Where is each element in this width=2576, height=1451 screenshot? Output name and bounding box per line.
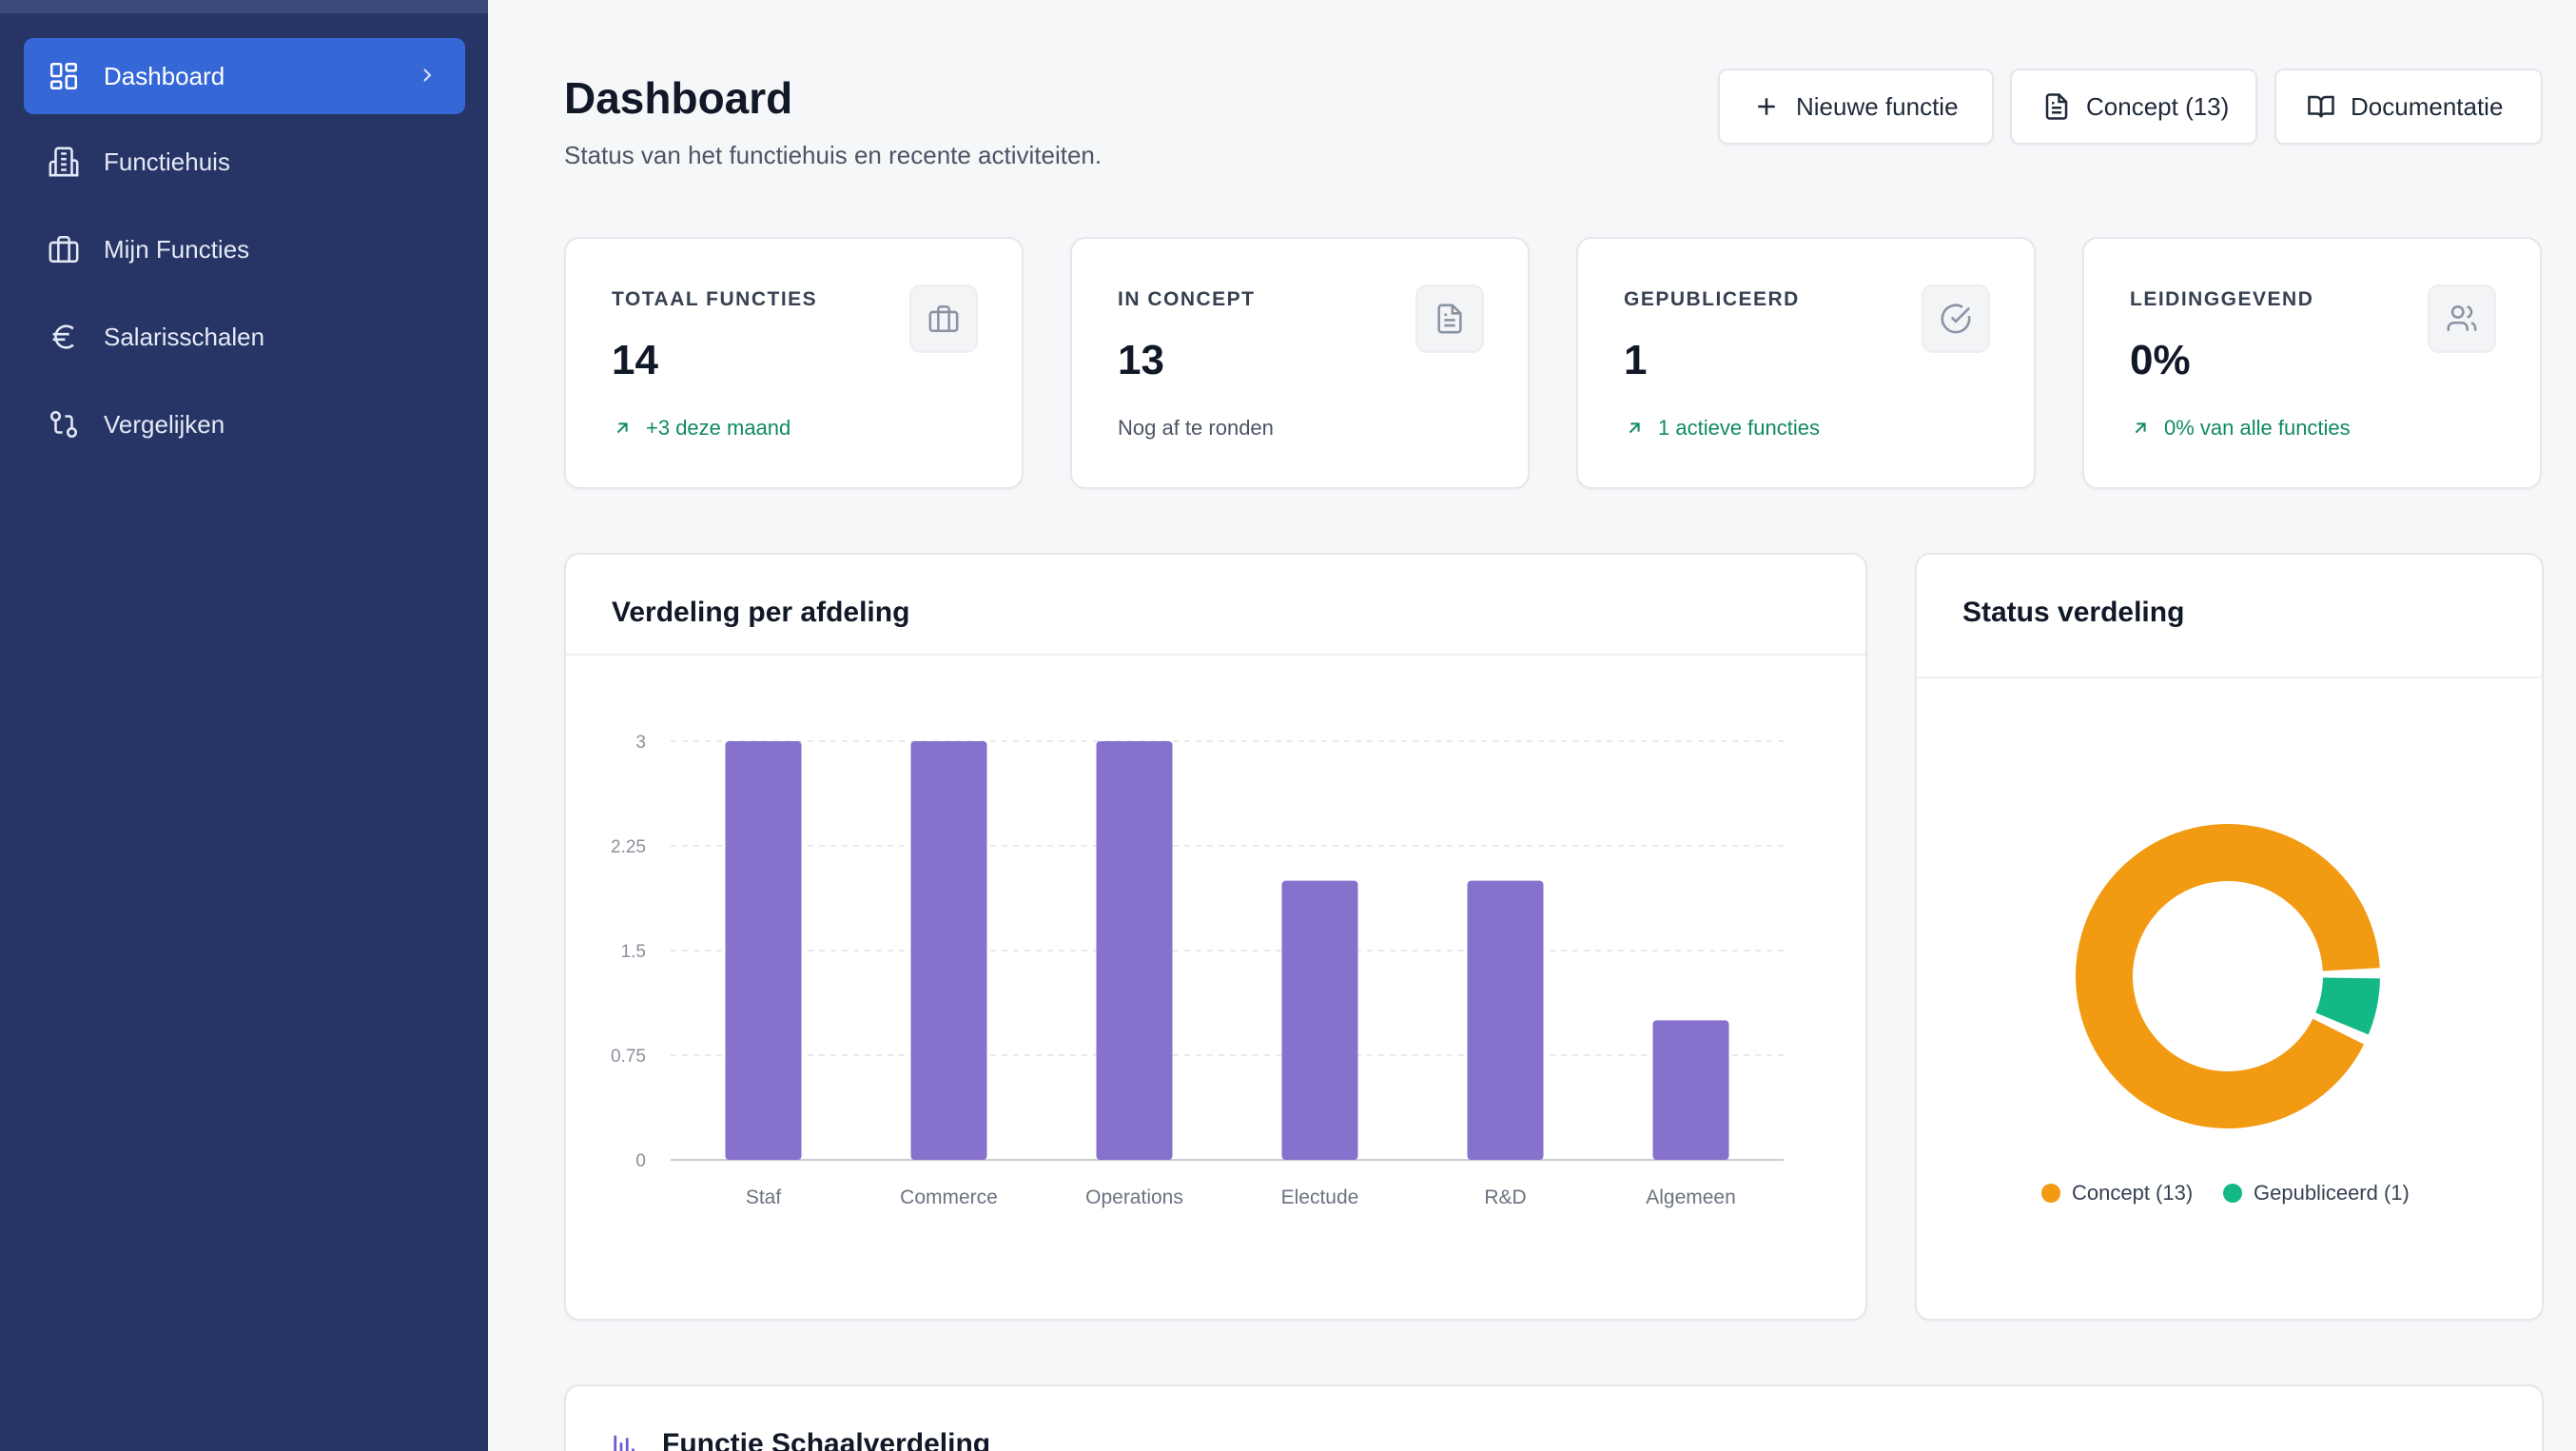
stat-note-text: Nog af te ronden [1118,416,1274,440]
y-tick-label: 3 [635,733,646,753]
sidebar-item-salarisschalen[interactable]: Salarisschalen [24,299,465,375]
legend-item-gepubliceerd: Gepubliceerd (1) [2223,1181,2410,1206]
scale-distribution-title: Functie Schaalverdeling [662,1428,991,1451]
stat-value: 0% [2130,337,2191,383]
stat-trend: 1 actieve functies [1624,416,1820,441]
stat-label: LEIDINGGEVEND [2130,288,2314,310]
bar [725,741,802,1160]
legend-swatch-concept [2041,1184,2060,1203]
sidebar: Dashboard Functiehuis Mijn Functies Sala… [0,0,488,1451]
new-function-label: Nieuwe functie [1796,91,1959,121]
card-divider [1917,676,2542,678]
legend-label: Gepubliceerd (1) [2254,1181,2410,1205]
stat-value: 14 [612,337,658,383]
sidebar-item-label: Mijn Functies [104,234,250,264]
sidebar-item-functiehuis[interactable]: Functiehuis [24,124,465,200]
sidebar-item-mijn-functies[interactable]: Mijn Functies [24,211,465,287]
stat-card-gepubliceerd: GEPUBLICEERD 1 1 actieve functies [1576,237,2036,489]
concept-label: Concept (13) [2086,91,2230,121]
book-open-icon [2308,95,2334,118]
documentation-label: Documentatie [2351,91,2504,121]
euro-icon [48,321,80,353]
scale-distribution-card: Functie Schaalverdeling [564,1384,2544,1451]
stat-trend-text: 1 actieve functies [1658,416,1820,440]
stat-trend: 0% van alle functies [2130,416,2351,441]
building-icon [48,146,80,178]
page-subtitle: Status van het functiehuis en recente ac… [564,141,1103,169]
legend-label: Concept (13) [2072,1181,2194,1205]
bar [1096,741,1173,1160]
stat-trend-text: +3 deze maand [646,416,791,440]
y-tick-label: 2.25 [611,837,646,857]
stat-label: GEPUBLICEERD [1624,288,1800,310]
documentation-button[interactable]: Documentatie [2274,69,2543,145]
bar-chart-title: Verdeling per afdeling [612,597,910,628]
y-tick-label: 1.5 [621,942,646,962]
check-circle-icon [1922,284,1990,353]
bar [910,741,987,1160]
sidebar-item-vergelijken[interactable]: Vergelijken [24,386,465,462]
bar [1652,1020,1729,1160]
card-divider [566,654,1865,656]
stat-label: TOTAAL FUNCTIES [612,288,818,310]
stat-value: 13 [1118,337,1164,383]
x-tick-label: Operations [1085,1186,1183,1208]
concept-button[interactable]: Concept (13) [2010,69,2257,145]
stat-card-totaal: TOTAAL FUNCTIES 14 +3 deze maand [564,237,1024,489]
x-tick-label: Electude [1281,1186,1359,1208]
stat-trend-text: 0% van alle functies [2164,416,2351,440]
chevron-right-icon [416,64,439,87]
y-tick-label: 0 [635,1151,646,1171]
sidebar-item-dashboard[interactable]: Dashboard [24,38,465,114]
x-tick-label: Commerce [900,1186,998,1208]
donut-chart-title: Status verdeling [1962,597,2185,628]
legend-item-concept: Concept (13) [2041,1181,2193,1206]
y-tick-label: 0.75 [611,1047,646,1067]
stat-note: Nog af te ronden [1118,416,1274,441]
bar [1281,880,1358,1160]
bar-chart: 0 0.75 1.5 2.25 3 Staf Commerce Operations Elect… [611,733,1784,1208]
stat-card-concept: IN CONCEPT 13 Nog af te ronden [1070,237,1530,489]
donut-chart [2076,823,2380,1128]
new-function-button[interactable]: Nieuwe functie [1718,69,1994,145]
arrow-up-right-icon [616,422,628,434]
sidebar-item-label: Salarisschalen [104,322,265,351]
pie-slice-concept [2076,823,2380,1128]
plus-icon [1758,98,1775,115]
briefcase-icon [909,284,978,353]
stat-value: 1 [1624,337,1648,383]
sidebar-top-strip [0,0,488,13]
x-tick-label: R&D [1484,1186,1526,1208]
arrow-up-right-icon [1629,422,1640,434]
legend-swatch-gepubliceerd [2223,1184,2242,1203]
pie-slice-gepubliceerd [2315,977,2380,1035]
dashboard-grid-icon [48,60,80,92]
document-icon [2045,93,2068,120]
x-tick-label: Staf [746,1186,782,1208]
x-tick-label: Algemeen [1646,1186,1736,1208]
sidebar-item-label: Dashboard [104,61,225,90]
sidebar-item-label: Functiehuis [104,147,230,176]
bar-chart-icon [612,1432,640,1451]
users-icon [2428,284,2496,353]
page-title: Dashboard [564,73,793,123]
arrow-up-right-icon [2135,422,2146,434]
briefcase-icon [48,233,80,265]
document-icon [1415,284,1484,353]
stat-label: IN CONCEPT [1118,288,1256,310]
sidebar-item-label: Vergelijken [104,409,225,439]
bar [1467,880,1544,1160]
compare-icon [48,408,80,441]
bar-chart-card: Verdeling per afdeling 0 0.75 1.5 2.25 3 Staf… [564,553,1867,1321]
stat-card-leidinggevend: LEIDINGGEVEND 0% 0% van alle functies [2082,237,2542,489]
stat-trend: +3 deze maand [612,416,790,441]
